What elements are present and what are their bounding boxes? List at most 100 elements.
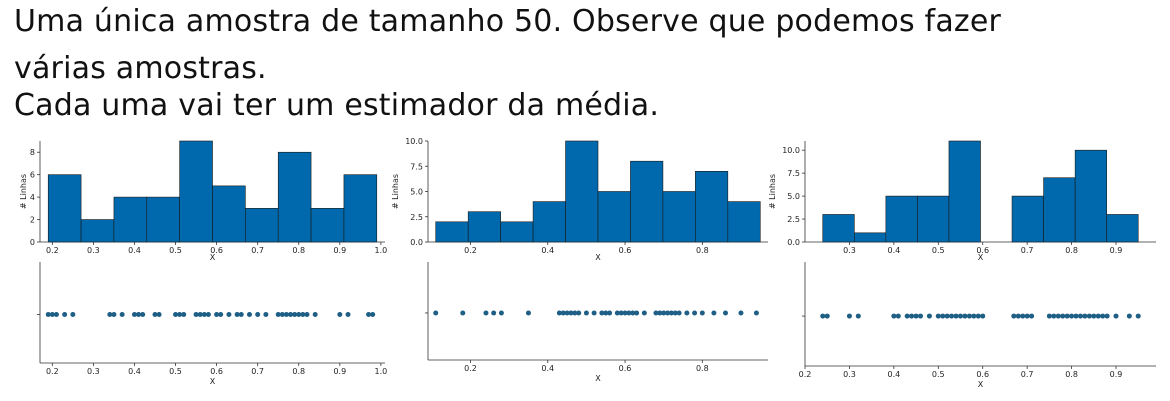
x-tick-label: 0.8 (292, 246, 305, 255)
scatter-point (45, 312, 51, 318)
scatter-point (263, 312, 269, 318)
scatter-point (572, 310, 578, 316)
x-tick-label: 0.9 (1110, 246, 1123, 255)
x-axis-label: X (210, 377, 216, 386)
scatter-point (1082, 313, 1088, 319)
scatter-point (657, 310, 663, 316)
x-tick-label: 0.3 (843, 246, 856, 255)
histogram-bar (179, 140, 213, 243)
scatter-point (935, 313, 941, 319)
histogram-bar (662, 191, 696, 243)
scatter-point (560, 310, 566, 316)
scatter-1: 0.2 0.3 0.4 0.5 0.6 0.7 0.8 0.9 1.0 X (37, 262, 387, 386)
scatter-point (181, 312, 187, 318)
x-tick-label: 1.0 (375, 246, 388, 255)
x-tick-label: 0.7 (1021, 246, 1034, 255)
scatter-point (1100, 313, 1106, 319)
scatter-point (491, 310, 497, 316)
x-tick-label: 0.6 (619, 246, 632, 255)
y-tick-label: 10.0 (782, 146, 800, 155)
histogram-bar (435, 221, 469, 243)
x-tick-label: 0.2 (799, 370, 812, 379)
scatter-point (855, 313, 861, 319)
scatter-point (296, 312, 302, 318)
scatter-point (699, 310, 705, 316)
y-axis-label: # Linhas (768, 174, 777, 209)
x-tick-label: 0.8 (292, 367, 305, 376)
x-tick-label: 0.6 (619, 364, 632, 373)
scatter-point (1015, 313, 1021, 319)
scatter-point (279, 312, 285, 318)
scatter-point (958, 313, 964, 319)
scatter-point (962, 313, 968, 319)
histogram-bar (917, 195, 950, 243)
y-tick-label: 2.5 (410, 213, 423, 222)
scatter-point (288, 312, 294, 318)
scatter-point (111, 312, 117, 318)
x-tick-label: 0.3 (87, 246, 100, 255)
x-tick-label: 0.4 (541, 364, 554, 373)
x-tick-label: 0.2 (464, 246, 477, 255)
histogram-bar (245, 208, 279, 243)
scatter-point (119, 312, 125, 318)
scatter-point (966, 313, 972, 319)
x-tick-label: 0.7 (1021, 370, 1034, 379)
histogram-bar (277, 151, 312, 243)
scatter-point (1077, 313, 1083, 319)
scatter-point (483, 310, 489, 316)
scatter-point (136, 312, 142, 318)
scatter-point (913, 313, 919, 319)
histogram-bar (885, 195, 918, 243)
scatter-point (205, 312, 211, 318)
scatter-point (345, 312, 351, 318)
scatter-point (173, 312, 179, 318)
scatter-point (370, 312, 376, 318)
scatter-point (603, 310, 609, 316)
x-tick-label: 0.5 (169, 367, 182, 376)
y-tick-label: 6 (30, 171, 35, 180)
scatter-point (283, 312, 289, 318)
scatter-point (576, 310, 582, 316)
title-line-3: Cada uma vai ter um estimador da média. (14, 88, 660, 123)
scatter-point (214, 312, 220, 318)
x-tick-label: 0.2 (46, 246, 59, 255)
x-tick-label: 0.6 (210, 367, 223, 376)
histogram-bar (630, 160, 664, 243)
histogram-bar (565, 140, 599, 243)
scatter-point (653, 310, 659, 316)
scatter-point (1086, 313, 1092, 319)
x-axis-label: X (595, 253, 601, 262)
scatter-point (753, 310, 759, 316)
x-tick-label: 0.4 (128, 246, 141, 255)
x-tick-label: 0.4 (128, 367, 141, 376)
scatter-point (711, 310, 717, 316)
histogram-bar (47, 174, 82, 243)
histogram-bar (822, 214, 855, 243)
scatter-point (152, 312, 158, 318)
x-tick-label: 0.4 (887, 370, 900, 379)
scatter-point (1046, 313, 1052, 319)
x-tick-label: 0.2 (464, 364, 477, 373)
scatter-point (630, 310, 636, 316)
y-axis-label: # Linhas (19, 174, 28, 209)
scatter-point (891, 313, 897, 319)
scatter-point (49, 312, 55, 318)
histogram-1: 0.2 0.3 0.4 0.5 0.6 0.7 0.8 0.9 1.0 X 0 2 4 6 8 # Linha… (19, 140, 388, 262)
scatter-point (300, 312, 306, 318)
scatter-point (1060, 313, 1066, 319)
x-tick-label: 0.4 (887, 246, 900, 255)
x-tick-label: 0.6 (976, 370, 989, 379)
scatter-point (1126, 313, 1132, 319)
scatter-point (234, 312, 240, 318)
histogram-bar (854, 232, 887, 243)
y-tick-label: 2.5 (787, 215, 800, 224)
x-tick-label: 0.2 (46, 367, 59, 376)
scatter-point (591, 310, 597, 316)
scatter-point (953, 313, 959, 319)
y-tick-label: 2 (30, 216, 35, 225)
scatter-point (971, 313, 977, 319)
y-tick-label: 10.0 (405, 137, 423, 146)
scatter-point (292, 312, 298, 318)
scatter-point (599, 310, 605, 316)
